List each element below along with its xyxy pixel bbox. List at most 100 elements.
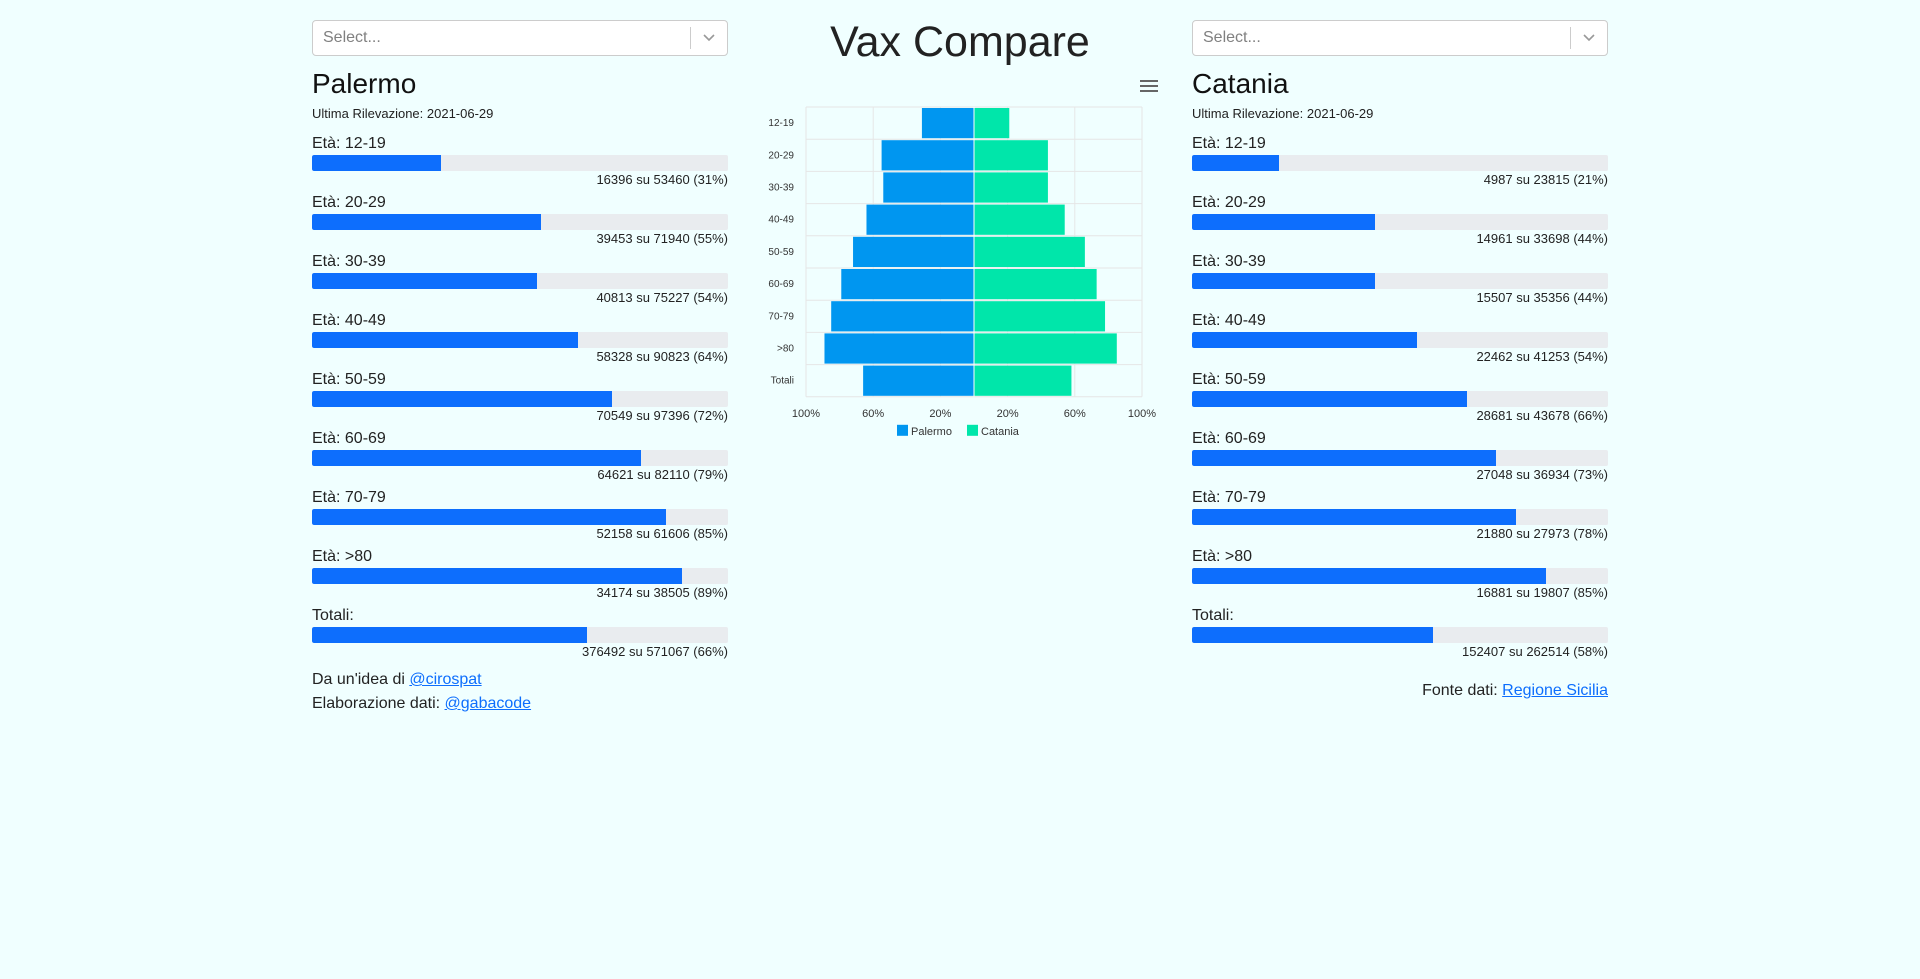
age-bar-row: Età: 70-79 21880 su 27973 (78%) — [1192, 489, 1608, 542]
progress-track — [312, 568, 728, 584]
vaccinated-count: 21880 su 27973 (78%) — [1476, 526, 1608, 541]
progress-fill — [1192, 627, 1434, 643]
regione-sicilia-link[interactable]: Regione Sicilia — [1502, 682, 1608, 699]
palermo-bar — [824, 333, 974, 364]
age-bar-row: Età: 30-39 40813 su 75227 (54%) — [312, 253, 728, 306]
age-bar-row: Età: 40-49 58328 su 90823 (64%) — [312, 312, 728, 365]
palermo-bar — [841, 269, 974, 300]
progress-fill — [312, 332, 579, 348]
vaccinated-count: 152407 su 262514 (58%) — [1461, 644, 1608, 659]
category-label: 70-79 — [768, 311, 794, 322]
age-label: Età: >80 — [312, 548, 373, 565]
progress-fill — [1192, 214, 1376, 230]
progress-track — [312, 273, 728, 289]
left-panel: Select... Palermo Ultima Rilevazione: 20… — [312, 20, 728, 716]
progress-fill — [1192, 273, 1376, 289]
palermo-bar — [866, 204, 974, 235]
category-label: 20-29 — [768, 150, 794, 161]
age-label: Età: 20-29 — [1192, 194, 1266, 211]
catania-bar — [974, 333, 1117, 364]
category-label: 60-69 — [768, 279, 794, 290]
city-select-right[interactable]: Select... — [1192, 20, 1608, 56]
progress-track — [1192, 627, 1608, 643]
city-name: Catania — [1192, 68, 1289, 99]
select-placeholder: Select... — [1203, 29, 1261, 46]
age-bar-row: Età: 60-69 64621 su 82110 (79%) — [312, 430, 728, 483]
vaccinated-count: 58328 su 90823 (64%) — [596, 349, 728, 364]
credits: Da un'idea di @cirospat Elaborazione dat… — [312, 668, 728, 716]
vaccinated-count: 39453 su 71940 (55%) — [596, 231, 728, 246]
progress-fill — [1192, 450, 1496, 466]
progress-fill — [312, 214, 541, 230]
category-label: 12-19 — [768, 118, 794, 129]
progress-fill — [1192, 391, 1467, 407]
progress-fill — [1192, 568, 1546, 584]
catania-bar — [974, 269, 1097, 300]
category-label: >80 — [777, 344, 794, 355]
age-bar-row: Età: 50-59 28681 su 43678 (66%) — [1192, 371, 1608, 424]
credit-idea-prefix: Da un'idea di — [312, 671, 410, 688]
age-label: Età: 70-79 — [312, 489, 386, 506]
age-bar-row: Età: >80 34174 su 38505 (89%) — [312, 548, 728, 601]
x-tick-label: 60% — [862, 408, 884, 420]
age-label: Età: 40-49 — [312, 312, 386, 329]
palermo-bar — [921, 108, 974, 139]
age-label: Età: 12-19 — [312, 135, 386, 152]
chart-menu-icon[interactable] — [1140, 80, 1158, 94]
age-label: Totali: — [312, 607, 354, 624]
vaccinated-count: 376492 su 571067 (66%) — [581, 644, 728, 659]
chevron-down-icon[interactable] — [691, 21, 727, 55]
vaccinated-count: 70549 su 97396 (72%) — [596, 408, 728, 423]
legend-swatch-palermo — [897, 424, 908, 436]
catania-bar — [974, 301, 1106, 332]
progress-fill — [312, 155, 441, 171]
age-label: Età: 60-69 — [312, 430, 386, 447]
progress-fill — [312, 450, 641, 466]
progress-track — [1192, 509, 1608, 525]
progress-track — [312, 155, 728, 171]
vaccinated-count: 4987 su 23815 (21%) — [1483, 172, 1608, 187]
city-select-left[interactable]: Select... — [312, 20, 728, 56]
progress-fill — [312, 509, 666, 525]
vaccinated-count: 14961 su 33698 (44%) — [1476, 231, 1608, 246]
vaccinated-count: 40813 su 75227 (54%) — [596, 290, 728, 305]
age-label: Età: 50-59 — [312, 371, 386, 388]
progress-track — [1192, 568, 1608, 584]
age-label: Età: >80 — [1192, 548, 1253, 565]
gabacode-link[interactable]: @gabacode — [444, 695, 532, 712]
progress-track — [1192, 214, 1608, 230]
catania-bar — [974, 204, 1065, 235]
age-label: Età: 30-39 — [1192, 253, 1266, 270]
credit-idea: Da un'idea di @cirospat — [312, 668, 728, 692]
progress-track — [1192, 155, 1608, 171]
age-bar-row: Totali: 376492 su 571067 (66%) — [312, 607, 728, 660]
category-label: 40-49 — [768, 215, 794, 226]
credit-elaboration: Elaborazione dati: @gabacode — [312, 692, 728, 716]
category-label: Totali — [771, 376, 794, 387]
age-label: Età: 70-79 — [1192, 489, 1266, 506]
x-tick-label: 20% — [997, 408, 1019, 420]
catania-bar — [974, 236, 1085, 267]
city-name: Palermo — [312, 68, 417, 99]
cirospat-link[interactable]: @cirospat — [409, 671, 482, 688]
progress-track — [312, 509, 728, 525]
progress-track — [312, 214, 728, 230]
source-prefix: Fonte dati: — [1422, 682, 1503, 699]
chevron-down-icon[interactable] — [1571, 21, 1607, 55]
vaccinated-count: 64621 su 82110 (79%) — [597, 467, 728, 482]
age-bar-row: Età: 70-79 52158 su 61606 (85%) — [312, 489, 728, 542]
age-bars: Età: 12-19 16396 su 53460 (31%) Età: 20-29… — [312, 135, 728, 660]
catania-bar — [974, 108, 1010, 139]
vaccinated-count: 22462 su 41253 (54%) — [1476, 349, 1608, 364]
progress-fill — [1192, 155, 1280, 171]
progress-track — [1192, 391, 1608, 407]
x-tick-label: 100% — [1128, 408, 1156, 420]
age-bar-row: Età: 60-69 27048 su 36934 (73%) — [1192, 430, 1608, 483]
legend-swatch-catania — [967, 424, 978, 436]
progress-fill — [312, 627, 587, 643]
vaccinated-count: 15507 su 35356 (44%) — [1476, 290, 1608, 305]
catania-bar — [974, 140, 1048, 171]
age-label: Totali: — [1192, 607, 1234, 624]
age-label: Età: 20-29 — [312, 194, 386, 211]
progress-track — [1192, 332, 1608, 348]
